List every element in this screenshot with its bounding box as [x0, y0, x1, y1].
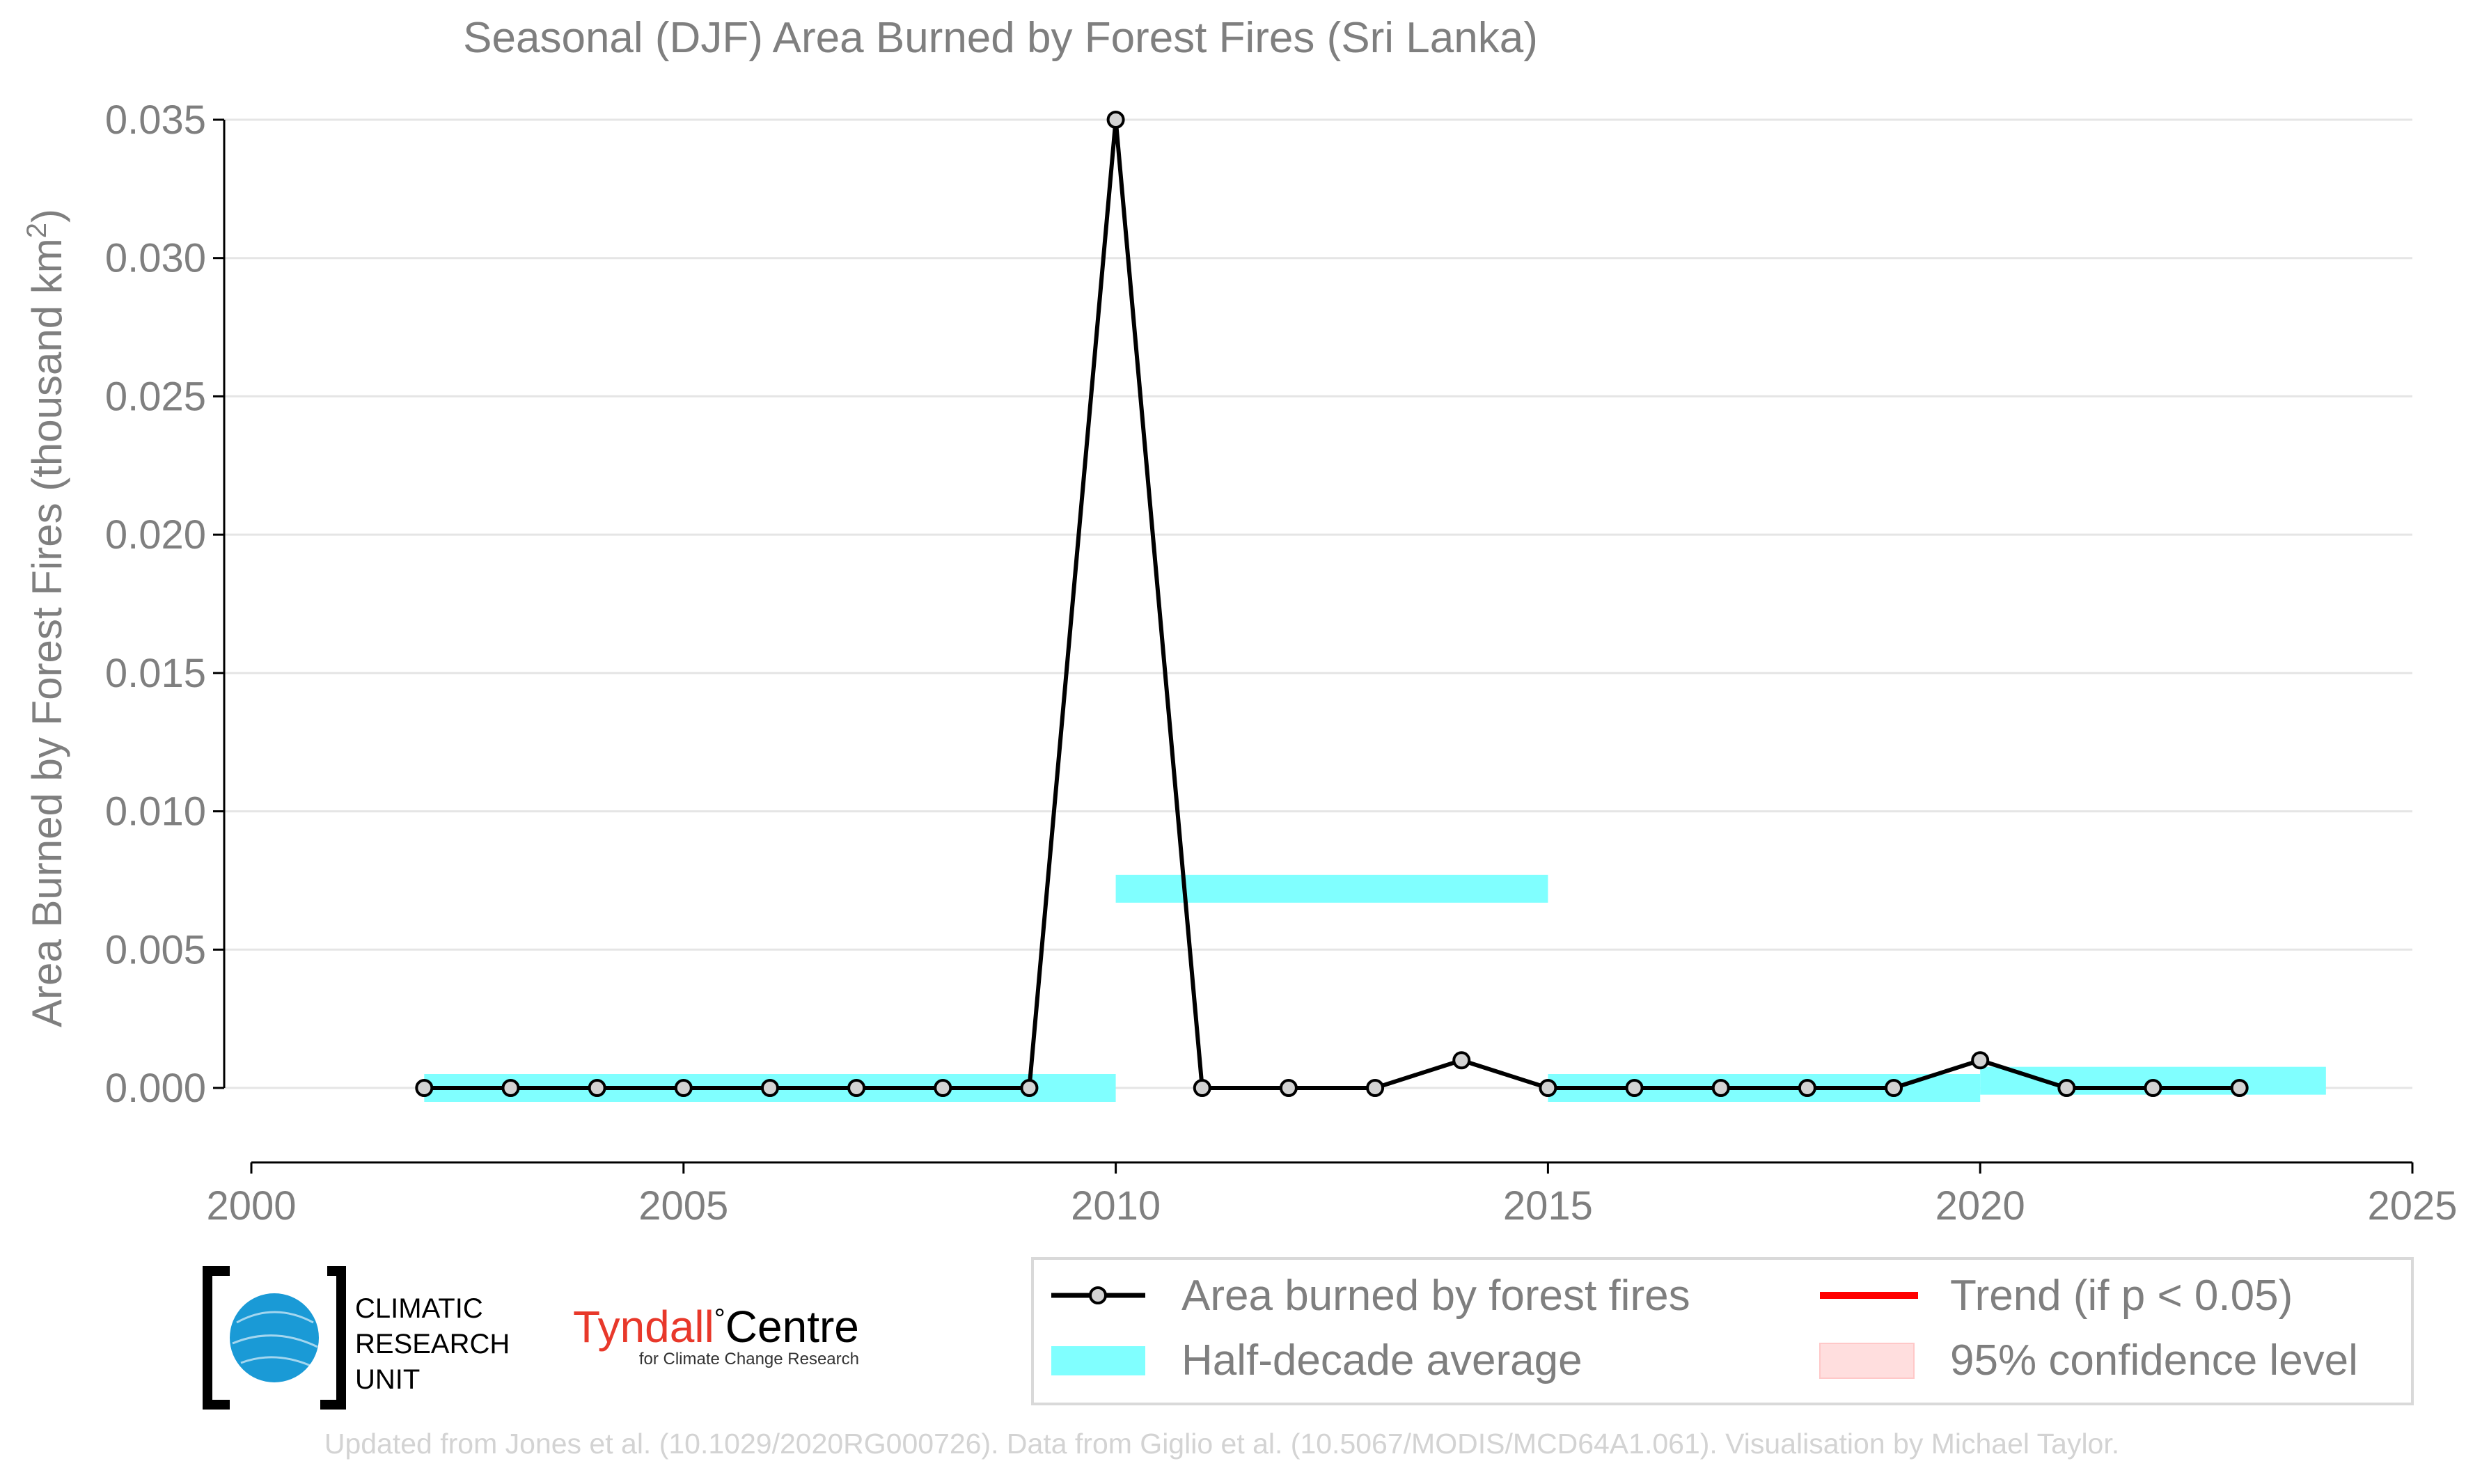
data-point — [2057, 1079, 2076, 1097]
data-point — [1193, 1079, 1211, 1097]
data-point — [1971, 1051, 1990, 1070]
tyndall-degree: ° — [714, 1304, 725, 1334]
y-tick-label: 0.010 — [105, 789, 206, 835]
data-point — [1625, 1079, 1644, 1097]
data-point — [1539, 1079, 1557, 1097]
series-line-path — [424, 119, 2240, 1090]
data-point — [501, 1079, 520, 1097]
y-tick-label: 0.005 — [105, 927, 206, 972]
data-point — [1452, 1051, 1471, 1070]
cru-logo-bracket-left — [203, 1266, 230, 1410]
tyndall-logo: Tyndall°Centre for Climate Change Resear… — [573, 1302, 859, 1368]
cru-line-2: RESEARCH — [355, 1329, 510, 1359]
globe-icon — [230, 1293, 319, 1382]
data-point — [1798, 1079, 1816, 1097]
x-tick-label: 2000 — [206, 1183, 296, 1229]
data-point — [2144, 1079, 2162, 1097]
chart-title: Seasonal (DJF) Area Burned by Forest Fir… — [463, 14, 1538, 62]
x-tick-label: 2010 — [1071, 1183, 1161, 1229]
y-axis-label-main: Area Burned by Forest Fires (thousand km — [24, 238, 70, 1027]
legend-label-average: Half-decade average — [1181, 1336, 1582, 1384]
y-tick-label: 0.035 — [105, 97, 206, 143]
data-point — [415, 1079, 434, 1097]
footer-credit: Updated from Jones et al. (10.1029/2020R… — [324, 1428, 2119, 1460]
data-point — [2230, 1079, 2249, 1097]
globe-lines — [232, 1311, 318, 1367]
x-tick-label: 2025 — [2367, 1183, 2457, 1229]
data-point — [1106, 111, 1125, 129]
y-tick-label: 0.000 — [105, 1066, 206, 1111]
series-area-burned — [415, 111, 2249, 1097]
x-tick-label: 2005 — [638, 1183, 728, 1229]
x-axis: 2000 2005 2010 2015 2020 2025 — [206, 1161, 2458, 1229]
y-tick-label: 0.030 — [105, 236, 206, 281]
data-point — [1366, 1079, 1385, 1097]
grid-lines — [223, 118, 2412, 1089]
tyndall-centre: Centre — [725, 1302, 859, 1352]
y-axis-label-close: ) — [24, 209, 70, 223]
legend-average-swatch — [1051, 1346, 1145, 1375]
legend-confidence-swatch — [1819, 1343, 1915, 1379]
data-point — [1279, 1079, 1298, 1097]
y-axis-label: Area Burned by Forest Fires (thousand km… — [22, 209, 70, 1027]
x-tick-label: 2015 — [1503, 1183, 1593, 1229]
legend: Area burned by forest fires Trend (if p … — [1031, 1257, 2414, 1405]
data-point — [674, 1079, 693, 1097]
legend-label-trend: Trend (if p < 0.05) — [1950, 1272, 2293, 1320]
data-point — [1711, 1079, 1730, 1097]
data-point — [1885, 1079, 1903, 1097]
y-axis-label-superscript: 2 — [22, 223, 52, 238]
tyndall-wordmark: Tyndall°Centre — [573, 1302, 859, 1352]
data-point — [847, 1079, 866, 1097]
y-axis: 0.000 0.005 0.010 0.015 0.020 0.025 0.030 0.035 — [105, 97, 226, 1111]
data-point — [588, 1079, 606, 1097]
cru-logo: CLIMATIC RESEARCH UNIT — [203, 1266, 510, 1410]
legend-label-confidence: 95% confidence level — [1950, 1336, 2358, 1384]
cru-line-3: UNIT — [355, 1364, 420, 1395]
y-tick-label: 0.015 — [105, 651, 206, 696]
cru-logo-bracket-right — [320, 1266, 346, 1410]
y-tick-label: 0.025 — [105, 374, 206, 419]
data-point — [760, 1079, 779, 1097]
y-tick-label: 0.020 — [105, 512, 206, 558]
tyndall-subtitle: for Climate Change Research — [639, 1350, 859, 1368]
half-decade-average-bands — [424, 874, 2326, 1102]
half-decade-average-band — [1115, 874, 1548, 903]
tyndall-name: Tyndall — [573, 1302, 714, 1352]
x-tick-label: 2020 — [1935, 1183, 2025, 1229]
legend-marker-swatch — [1089, 1286, 1107, 1304]
data-point — [1020, 1079, 1039, 1097]
cru-line-1: CLIMATIC — [355, 1293, 483, 1324]
legend-label-series: Area burned by forest fires — [1181, 1272, 1690, 1320]
legend-box — [1031, 1257, 2414, 1405]
data-point — [934, 1079, 952, 1097]
